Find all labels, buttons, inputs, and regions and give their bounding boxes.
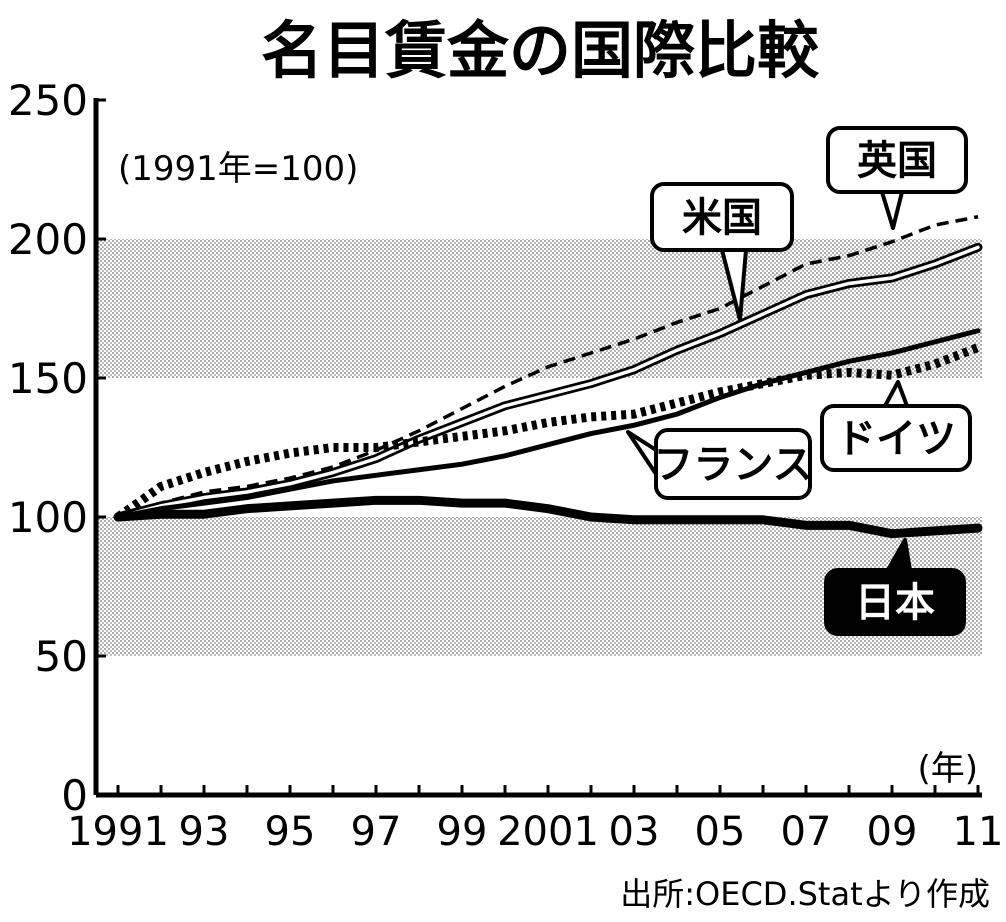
x-tick-label-97: 97 <box>351 809 402 855</box>
x-unit-label: (年) <box>917 749 978 789</box>
callout-japan-fill <box>830 574 960 630</box>
callout-uk-fill <box>832 132 962 188</box>
series-lines <box>113 215 983 539</box>
axes: 0 50 100 150 200 250 1991 93 95 97 99 2001 03 05 07 09 1… <box>8 76 1004 855</box>
callout-germany-pointer <box>883 380 909 408</box>
callout-us: 米国 <box>650 182 794 322</box>
source-note: 出所:OECD.Statより作成 <box>620 875 990 913</box>
y-tick-label-100: 100 <box>8 493 88 542</box>
x-tick-label-03: 03 <box>609 809 660 855</box>
x-tick-label-93: 93 <box>179 809 230 855</box>
x-tick-label-11: 11 <box>953 809 1004 855</box>
callout-japan: 日本 <box>824 538 966 636</box>
y-tick-label-150: 150 <box>8 354 88 403</box>
callout-japan-label: 日本 <box>855 580 935 626</box>
series-line-uk <box>117 215 979 519</box>
callout-uk: 英国 <box>826 126 968 230</box>
index-note: (1991年=100) <box>118 149 358 189</box>
y-tick-label-200: 200 <box>8 215 88 264</box>
x-tick-label-2001: 2001 <box>497 809 599 855</box>
callout-france-fill <box>660 434 806 494</box>
x-tick-label-95: 95 <box>265 809 316 855</box>
y-tick-label-250: 250 <box>8 76 88 125</box>
callout-uk-pointer <box>880 190 904 230</box>
x-tick-label-1991: 1991 <box>67 809 169 855</box>
callout-france-pointer <box>626 430 658 476</box>
y-tick-label-0: 0 <box>61 771 88 820</box>
x-tick-label-99: 99 <box>437 809 488 855</box>
callout-germany-fill <box>826 410 966 466</box>
x-tick-label-07: 07 <box>781 809 832 855</box>
x-tick-label-05: 05 <box>695 809 746 855</box>
series-line-france <box>115 328 981 520</box>
series-line-japan <box>113 495 983 539</box>
callout-germany-label: ドイツ <box>836 416 956 462</box>
shaded-band-1 <box>98 239 982 378</box>
y-tick-label-50: 50 <box>35 632 88 681</box>
callout-france: フランス <box>626 428 813 500</box>
callout-uk-label: 英国 <box>857 138 937 184</box>
x-tick-label-09: 09 <box>867 809 918 855</box>
callout-us-label: 米国 <box>682 195 762 241</box>
callout-germany: ドイツ <box>820 380 972 472</box>
series-line-us <box>116 245 980 519</box>
chart-title: 名目賃金の国際比較 <box>261 14 820 87</box>
callout-us-fill <box>656 188 788 246</box>
callout-france-label: フランス <box>653 442 812 488</box>
